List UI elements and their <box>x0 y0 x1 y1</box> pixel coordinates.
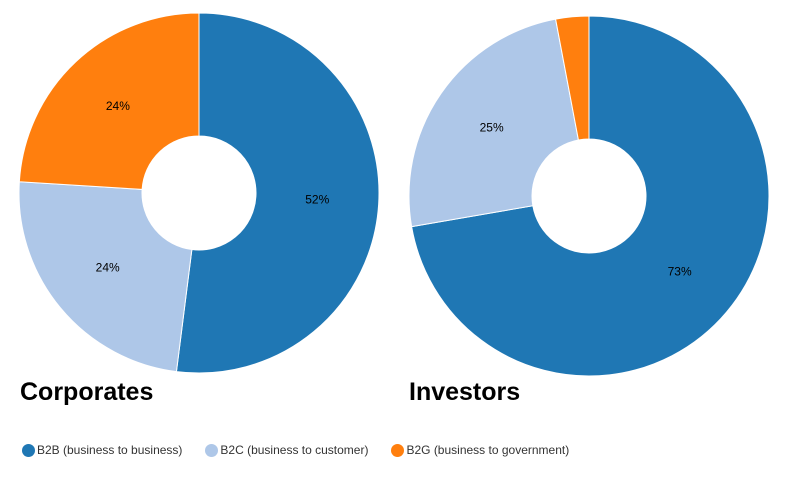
chart-title-corporates: Corporates <box>20 378 154 406</box>
legend-label-b2b: B2B (business to business) <box>37 443 183 457</box>
slice-b2g[interactable] <box>555 15 590 141</box>
slice-label-b2b: 52% <box>305 193 329 207</box>
slice-b2c[interactable] <box>18 181 193 373</box>
legend: B2B (business to business) B2C (business… <box>22 443 592 457</box>
slice-label-b2c: 25% <box>480 121 504 135</box>
legend-swatch-b2b <box>22 443 35 457</box>
slice-b2b[interactable] <box>411 15 770 377</box>
slice-label-b2b: 73% <box>668 264 692 278</box>
legend-item-b2c[interactable]: B2C (business to customer) <box>205 443 368 457</box>
legend-label-b2c: B2C (business to customer) <box>220 443 369 457</box>
slice-label-b2c: 24% <box>96 261 120 275</box>
legend-item-b2b[interactable]: B2B (business to business) <box>22 443 182 457</box>
slice-b2c[interactable] <box>408 18 580 228</box>
legend-swatch-b2c <box>205 443 219 457</box>
legend-item-b2g[interactable]: B2G (business to government) <box>391 443 569 457</box>
legend-label-b2g: B2G (business to government) <box>406 443 570 457</box>
donut-chart-investors: 73% 25% <box>408 15 770 377</box>
legend-swatch-b2g <box>391 443 405 457</box>
slice-b2b[interactable] <box>175 12 380 374</box>
slice-label-b2g: 24% <box>106 99 130 113</box>
donut-chart-corporates: 52% 24% 24% <box>18 12 380 374</box>
chart-title-investors: Investors <box>409 378 521 406</box>
slice-b2g[interactable] <box>18 12 200 190</box>
